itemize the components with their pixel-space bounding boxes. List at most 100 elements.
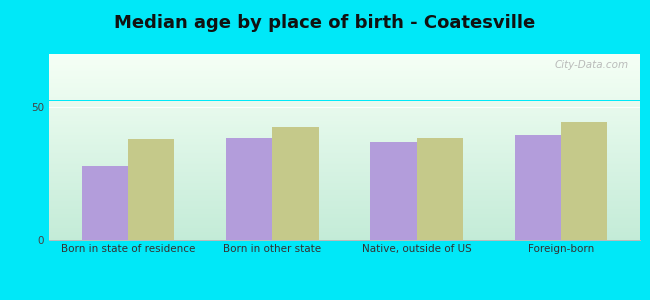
Bar [49, 135, 640, 136]
Bar [49, 217, 640, 218]
Bar [49, 76, 640, 77]
Bar [49, 172, 640, 173]
Bar [49, 111, 640, 113]
Bar [82, 166, 128, 240]
Bar [49, 70, 640, 71]
Bar [49, 238, 640, 240]
Bar [49, 77, 640, 79]
Bar [49, 102, 640, 104]
Bar [49, 163, 640, 164]
Bar [49, 133, 640, 135]
Bar [49, 175, 640, 176]
Bar [49, 181, 640, 183]
Bar [49, 99, 640, 100]
Bar [49, 128, 640, 130]
Bar [226, 138, 272, 240]
Bar [49, 71, 640, 73]
Bar [49, 144, 640, 146]
Bar [49, 138, 640, 139]
Bar [49, 96, 640, 98]
Bar [49, 54, 640, 56]
Bar [49, 124, 640, 125]
Bar [49, 234, 640, 235]
Bar [49, 105, 640, 107]
Bar [49, 186, 640, 187]
Bar [49, 190, 640, 192]
Bar [49, 68, 640, 70]
Bar [49, 88, 640, 90]
Bar [49, 57, 640, 58]
Bar [49, 223, 640, 224]
Bar [49, 63, 640, 65]
Bar [49, 119, 640, 121]
Bar [49, 108, 640, 110]
Bar [49, 196, 640, 198]
Bar [49, 136, 640, 138]
Bar [49, 131, 640, 133]
Bar [49, 118, 640, 119]
Bar [49, 100, 640, 102]
Bar [49, 125, 640, 127]
Text: Median age by place of birth - Coatesville: Median age by place of birth - Coatesvil… [114, 14, 536, 32]
Bar [49, 226, 640, 228]
Bar [49, 94, 640, 96]
Bar [49, 116, 640, 118]
Bar [49, 58, 640, 60]
Bar [49, 56, 640, 57]
Bar [49, 206, 640, 208]
Bar [49, 189, 640, 190]
Bar [49, 220, 640, 221]
Bar [49, 103, 640, 105]
Bar [49, 158, 640, 159]
Bar [49, 204, 640, 206]
Bar [49, 152, 640, 153]
Bar [49, 83, 640, 85]
Bar [49, 187, 640, 189]
Bar [49, 237, 640, 238]
Bar [49, 178, 640, 179]
Bar [49, 224, 640, 226]
Bar [49, 232, 640, 234]
Bar [49, 148, 640, 150]
Bar [49, 110, 640, 111]
Bar [49, 122, 640, 124]
Bar [49, 166, 640, 167]
Bar [49, 79, 640, 80]
Bar [49, 150, 640, 152]
Bar [49, 155, 640, 156]
Bar [49, 179, 640, 181]
Bar [49, 161, 640, 163]
Bar [49, 60, 640, 62]
Bar [49, 142, 640, 144]
Bar [49, 130, 640, 131]
Bar [561, 122, 607, 240]
Bar [49, 235, 640, 237]
Bar [272, 127, 318, 240]
Bar [370, 142, 417, 240]
Bar [417, 138, 463, 240]
Bar [49, 218, 640, 220]
Bar [49, 209, 640, 211]
Bar [49, 114, 640, 116]
Bar [49, 86, 640, 88]
Bar [49, 62, 640, 63]
Bar [49, 198, 640, 200]
Bar [49, 173, 640, 175]
Bar [49, 65, 640, 66]
Bar [49, 215, 640, 217]
Bar [49, 212, 640, 214]
Bar [49, 107, 640, 108]
Bar [49, 85, 640, 86]
Bar [128, 139, 174, 240]
Bar [49, 127, 640, 128]
Bar [49, 214, 640, 215]
Bar [49, 203, 640, 204]
Bar [49, 66, 640, 68]
Bar [49, 231, 640, 232]
Bar [49, 156, 640, 158]
Bar [49, 184, 640, 186]
Bar [49, 228, 640, 229]
Bar [49, 167, 640, 169]
Bar [49, 93, 640, 94]
Bar [49, 73, 640, 74]
